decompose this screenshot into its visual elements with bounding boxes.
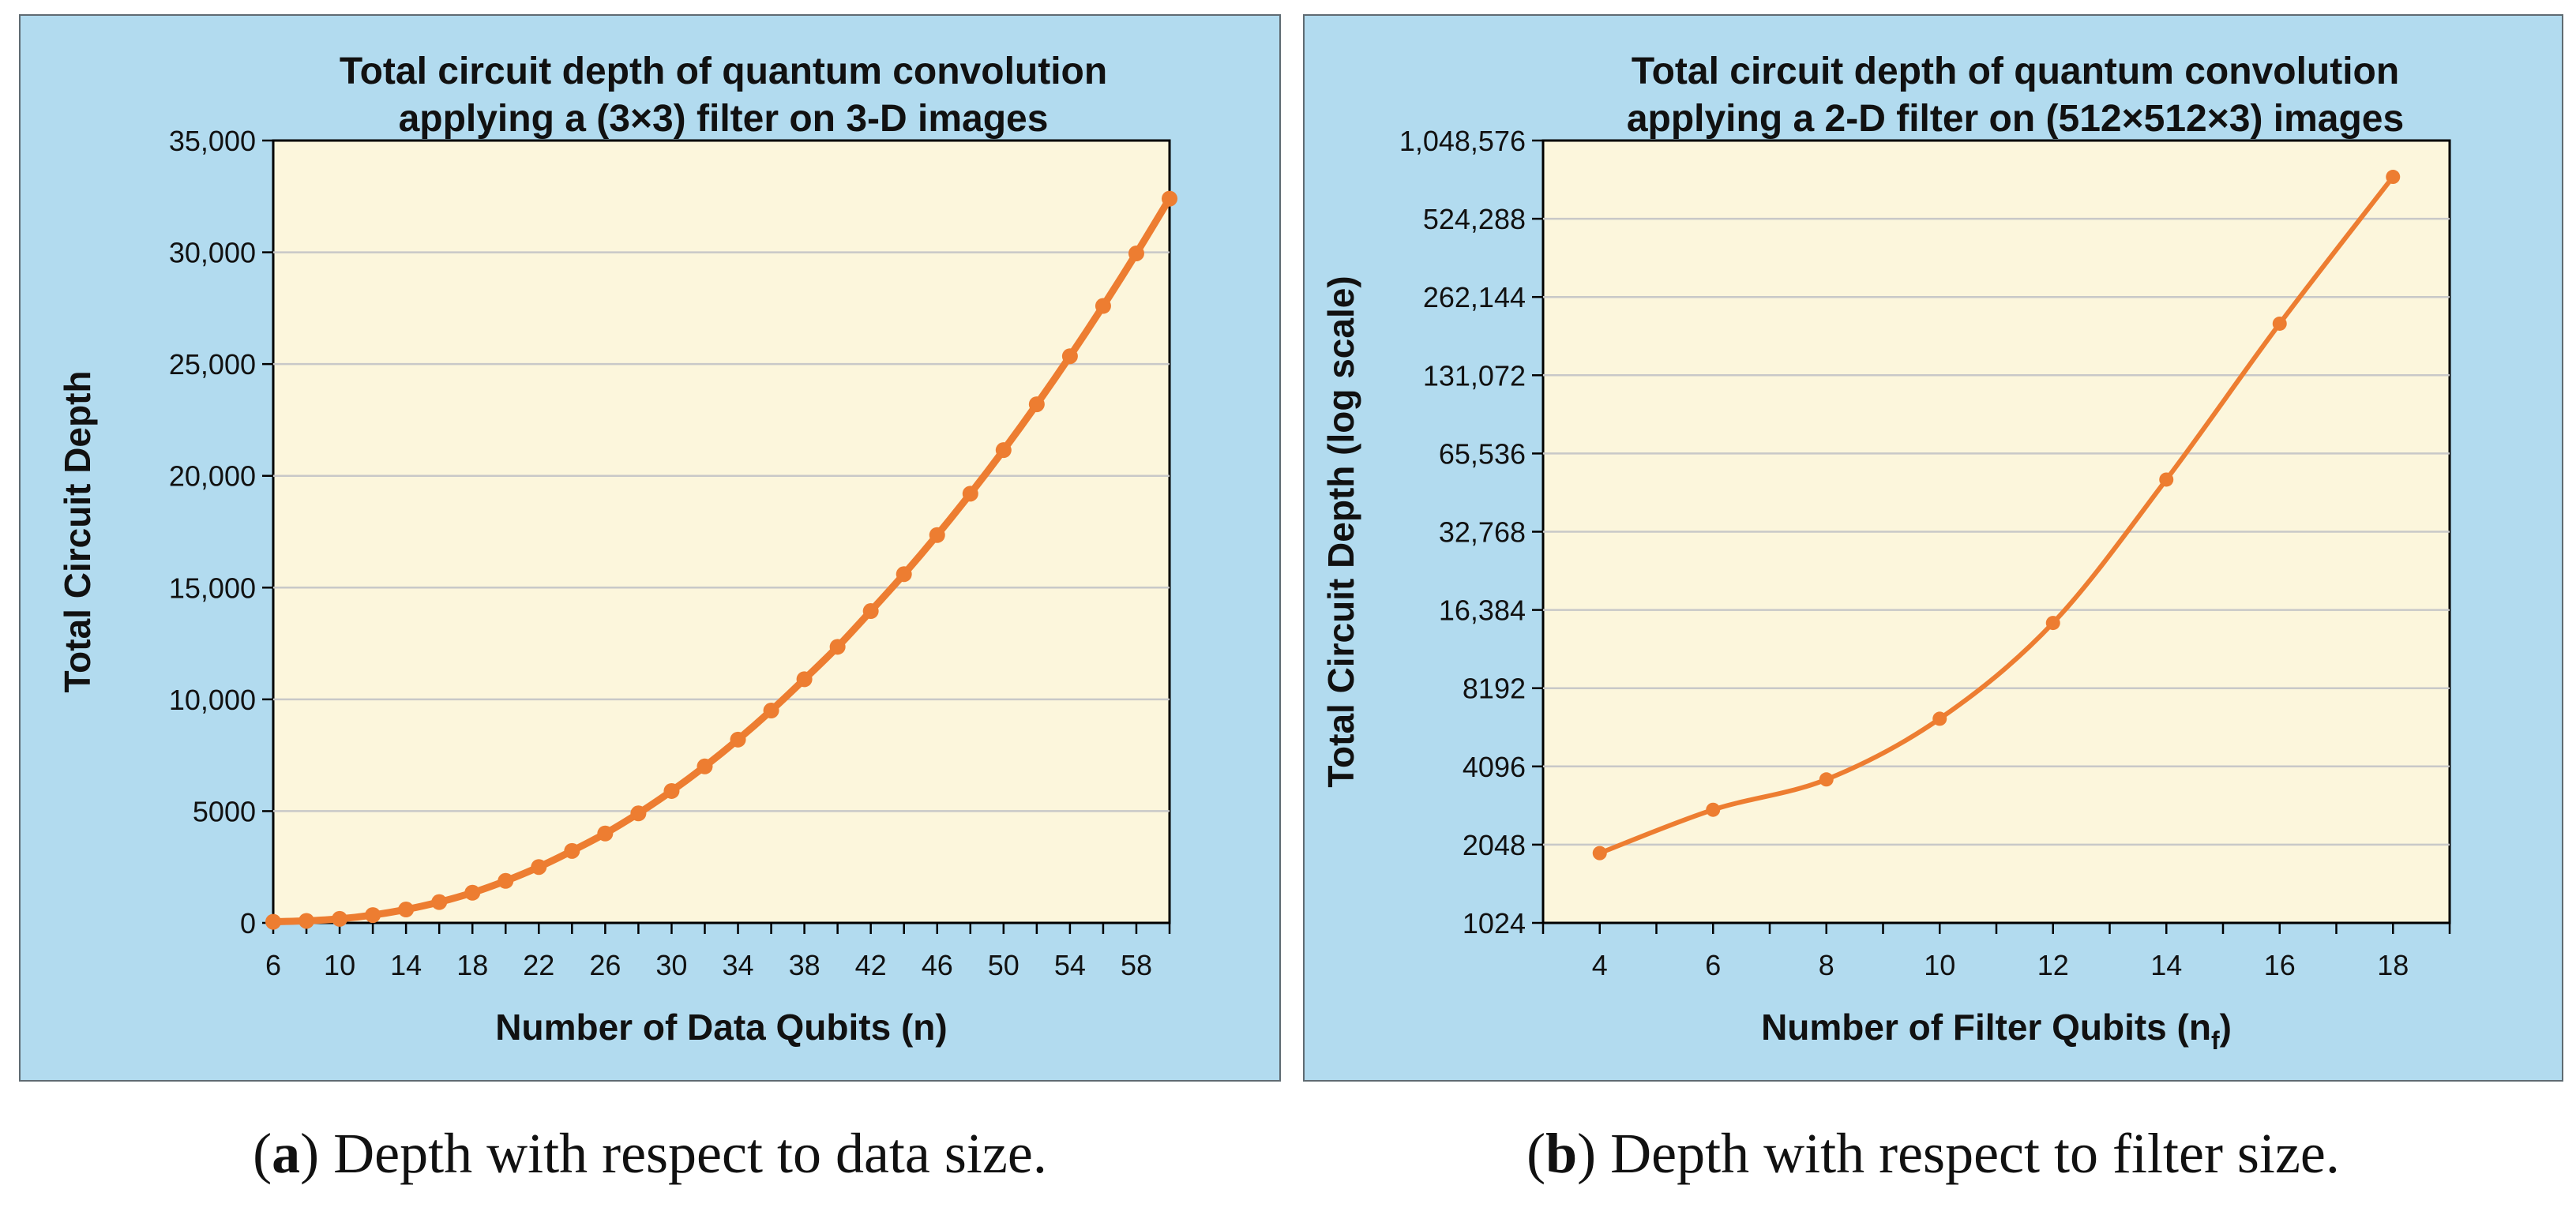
chart-b-y-tick-label: 524,288 — [1423, 203, 1526, 235]
chart-a-x-tick-label: 54 — [1054, 949, 1086, 981]
chart-b-x-tick-label: 16 — [2264, 949, 2296, 981]
chart-a-data-point — [862, 603, 879, 620]
chart-a-x-tick-label: 30 — [655, 949, 687, 981]
caption-b-text: Depth with respect to filter size. — [1610, 1122, 2340, 1185]
chart-a-data-point — [531, 859, 547, 876]
chart-b-svg: Total circuit depth of quantum convoluti… — [1320, 51, 2451, 1055]
chart-a-x-tick-label: 6 — [265, 949, 281, 981]
chart-b-y-tick-label: 32,768 — [1439, 516, 1526, 549]
chart-a-title-line-2: applying a (3×3) filter on 3-D images — [399, 98, 1049, 140]
chart-b-title-line-1: Total circuit depth of quantum convoluti… — [1632, 51, 2399, 92]
chart-b-data-point — [1932, 711, 1947, 726]
chart-a-x-tick-label: 18 — [456, 949, 488, 981]
chart-b-data-point — [1706, 802, 1721, 817]
chart-a-x-tick-label: 50 — [988, 949, 1020, 981]
chart-b-y-tick-label: 2048 — [1463, 829, 1526, 861]
chart-b-x-axis-label-subscript: f — [2211, 1026, 2220, 1055]
chart-a-data-point — [829, 639, 846, 655]
chart-a-data-point — [398, 902, 415, 918]
caption-a-text: Depth with respect to data size. — [333, 1122, 1047, 1185]
chart-a-x-tick-label: 42 — [855, 949, 887, 981]
chart-a-data-point — [498, 872, 514, 889]
chart-b-x-tick-label: 6 — [1705, 949, 1721, 981]
chart-a-data-point — [929, 527, 945, 543]
chart-a-data-point — [995, 442, 1012, 459]
chart-a-svg: Total circuit depth of quantum convoluti… — [57, 51, 1177, 1048]
chart-b-y-tick-label: 262,144 — [1423, 281, 1526, 313]
chart-a-data-point — [431, 894, 448, 910]
chart-b-y-tick-label: 4096 — [1463, 751, 1526, 783]
chart-a-x-tick-label: 22 — [523, 949, 554, 981]
chart-a-data-point — [332, 910, 348, 927]
chart-a-data-point — [730, 731, 746, 748]
caption-a: (a) Depth with respect to data size. — [253, 1122, 1047, 1185]
chart-a-y-tick-label: 5000 — [193, 795, 256, 827]
chart-b-x-tick-label: 4 — [1592, 949, 1608, 981]
chart-b-x-tick-label: 12 — [2037, 949, 2069, 981]
chart-a-data-point — [299, 913, 315, 929]
chart-b-x-tick-label: 18 — [2377, 949, 2409, 981]
chart-b-y-tick-label: 65,536 — [1439, 437, 1526, 470]
chart-a-data-point — [564, 842, 580, 859]
chart-a-x-tick-label: 14 — [390, 949, 422, 981]
chart-a-y-tick-label: 0 — [240, 907, 256, 939]
caption-b: (b) Depth with respect to filter size. — [1526, 1122, 2340, 1185]
chart-a-data-point — [1162, 190, 1177, 207]
chart-b-title-line-2: applying a 2-D filter on (512×512×3) ima… — [1627, 98, 2404, 140]
chart-a-data-point — [630, 805, 647, 822]
chart-b-data-point — [2045, 616, 2060, 631]
chart-b-y-tick-label: 16,384 — [1439, 594, 1526, 627]
chart-a-data-point — [663, 782, 680, 799]
chart-a-data-point — [1095, 298, 1111, 314]
chart-a-data-point — [464, 884, 481, 901]
chart-b-x-tick-label: 14 — [2150, 949, 2182, 981]
chart-b-data-point — [1819, 772, 1834, 787]
chart-a-x-tick-label: 10 — [324, 949, 355, 981]
chart-a-data-point — [796, 671, 813, 688]
chart-a-data-point — [763, 703, 779, 719]
chart-a-data-point — [1061, 348, 1078, 365]
caption-b-label: b — [1545, 1122, 1578, 1185]
chart-b-y-tick-label: 1,048,576 — [1399, 125, 1526, 157]
chart-a-y-axis-label: Total Circuit Depth — [57, 370, 98, 692]
chart-a-y-tick-label: 35,000 — [169, 125, 256, 157]
chart-a-data-point — [365, 907, 381, 924]
chart-a-data-point — [896, 566, 912, 583]
chart-a-data-point — [265, 913, 281, 930]
caption-a-label: a — [272, 1122, 301, 1185]
chart-b-data-point — [2272, 316, 2287, 331]
chart-b-data-point — [2386, 170, 2401, 185]
chart-b-x-tick-label: 8 — [1819, 949, 1834, 981]
chart-a-title-line-1: Total circuit depth of quantum convoluti… — [340, 51, 1107, 92]
chart-b-data-point — [1592, 846, 1607, 861]
chart-panel-b: Total circuit depth of quantum convoluti… — [1303, 14, 2563, 1082]
chart-b-y-tick-label: 8192 — [1463, 673, 1526, 705]
chart-b-x-axis-label: Number of Filter Qubits (nf) — [1761, 1007, 2232, 1055]
chart-panel-a: Total circuit depth of quantum convoluti… — [19, 14, 1281, 1082]
chart-a-y-tick-label: 20,000 — [169, 460, 256, 493]
chart-b-x-axis-label-main: Number of Filter Qubits (n — [1761, 1007, 2211, 1048]
chart-a-y-tick-label: 10,000 — [169, 684, 256, 716]
chart-b-y-axis-label: Total Circuit Depth (log scale) — [1320, 276, 1361, 787]
chart-a-y-tick-label: 25,000 — [169, 348, 256, 381]
chart-a-x-tick-label: 58 — [1121, 949, 1152, 981]
chart-a-x-tick-label: 38 — [789, 949, 820, 981]
chart-a-x-axis-label: Number of Data Qubits (n) — [495, 1007, 947, 1048]
chart-a-data-point — [962, 486, 978, 502]
chart-a-data-point — [1028, 396, 1045, 413]
chart-b-y-tick-label: 131,072 — [1423, 359, 1526, 392]
chart-a-plot-area — [272, 139, 1171, 924]
chart-a-x-tick-label: 34 — [722, 949, 753, 981]
chart-b-x-axis-label-end: ) — [2220, 1007, 2232, 1048]
chart-a-x-tick-label: 46 — [922, 949, 953, 981]
chart-a-x-tick-label: 26 — [589, 949, 621, 981]
chart-a-y-tick-label: 30,000 — [169, 237, 256, 269]
chart-b-x-tick-label: 10 — [1924, 949, 1955, 981]
chart-a-y-tick-label: 15,000 — [169, 572, 256, 604]
chart-a-data-point — [597, 825, 614, 842]
chart-a-data-point — [697, 758, 713, 774]
chart-b-data-point — [2159, 472, 2174, 487]
chart-b-y-tick-label: 1024 — [1463, 907, 1526, 939]
chart-a-data-point — [1128, 245, 1144, 261]
